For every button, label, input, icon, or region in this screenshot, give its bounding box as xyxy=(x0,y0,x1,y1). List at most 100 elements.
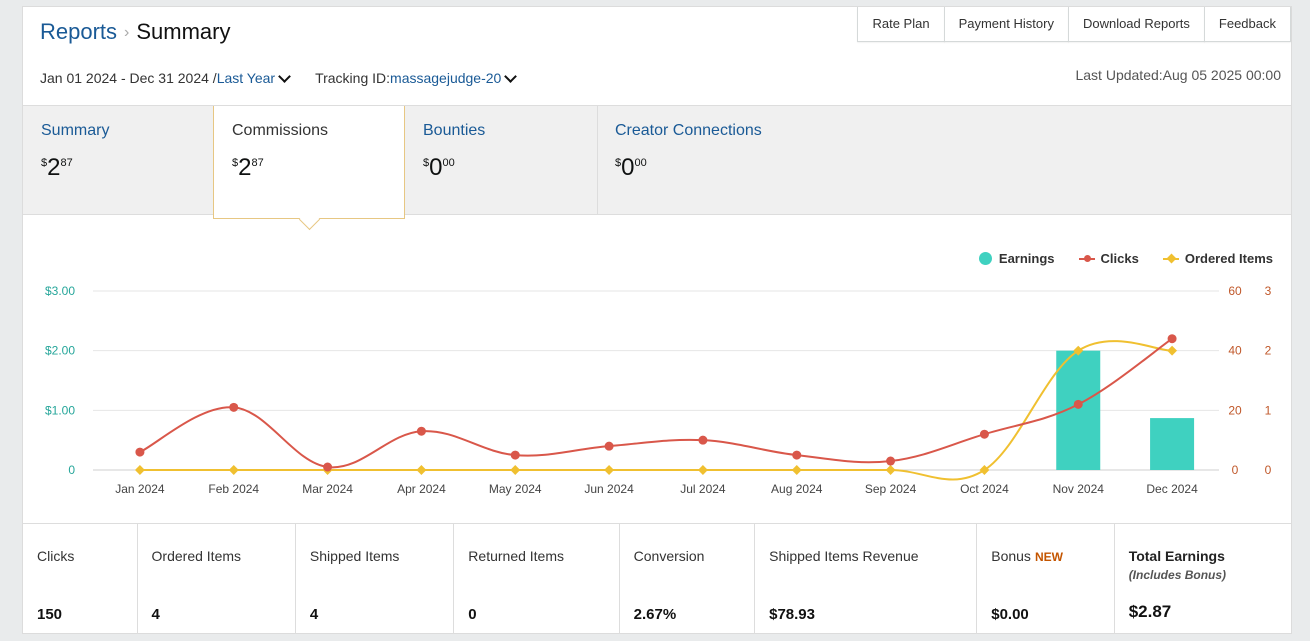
ordered-items-point xyxy=(510,465,521,475)
x-axis-tick: Oct 2024 xyxy=(960,482,1009,496)
x-axis-tick: Apr 2024 xyxy=(397,482,446,496)
stats-bar: Clicks 150 Ordered Items 4 Shipped Items… xyxy=(23,523,1291,634)
stat-returned-items: Returned Items 0 xyxy=(454,524,620,634)
ordered-line-icon xyxy=(1162,257,1179,260)
ordered-items-point xyxy=(604,465,615,475)
chart-svg: 0 0 0 $1.00 20 1 $2.00 40 2 $3.00 60 3 Jan 2024 Feb 2… xyxy=(45,284,1272,496)
stat-conversion: Conversion 2.67% xyxy=(620,524,756,634)
earnings-dot-icon xyxy=(978,252,992,265)
tab-bounties[interactable]: Bounties $000 xyxy=(405,106,598,214)
left-axis-tick: $2.00 xyxy=(45,344,75,358)
page-title: Summary xyxy=(136,19,231,44)
clicks-point xyxy=(1073,399,1083,409)
stat-value: $0.00 xyxy=(991,606,1029,623)
legend-earnings[interactable]: Earnings xyxy=(978,251,1055,266)
chevron-down-icon[interactable] xyxy=(504,69,518,83)
clicks-point xyxy=(323,462,333,472)
right-axis-tick-items: 3 xyxy=(1265,284,1272,298)
stat-clicks: Clicks 150 xyxy=(23,524,138,634)
rate-plan-button[interactable]: Rate Plan xyxy=(857,7,945,42)
stat-label: Returned Items xyxy=(468,548,565,564)
stat-label: Conversion xyxy=(633,548,705,564)
tab-commissions[interactable]: Commissions $287 xyxy=(213,106,405,231)
x-axis-tick: Jan 2024 xyxy=(115,482,165,496)
stat-label: Ordered Items xyxy=(151,548,242,564)
ordered-items-point xyxy=(979,465,990,475)
legend-clicks[interactable]: Clicks xyxy=(1078,251,1139,266)
tracking-id-dropdown[interactable]: massagejudge-20 xyxy=(390,70,502,86)
stat-value: 150 xyxy=(37,606,63,623)
date-preset-dropdown[interactable]: Last Year xyxy=(216,70,276,86)
stat-label: Shipped Items xyxy=(309,548,400,564)
stat-note: (Includes Bonus) xyxy=(1128,568,1227,582)
tab-amount: $000 xyxy=(423,154,455,181)
stat-label: Shipped Items Revenue xyxy=(769,548,919,564)
stat-value: 4 xyxy=(309,606,319,623)
stat-bonus: Bonus NEW $0.00 xyxy=(977,524,1115,634)
left-axis-tick: $1.00 xyxy=(45,403,75,417)
tab-summary[interactable]: Summary $287 xyxy=(23,106,213,214)
stat-label: Total Earnings (Includes Bonus) xyxy=(1128,548,1227,582)
filter-bar: Jan 01 2024 - Dec 31 2024 / Last Year Tr… xyxy=(40,69,521,86)
earnings-bar xyxy=(1150,418,1195,470)
right-axis-tick-clicks: 40 xyxy=(1228,344,1242,358)
breadcrumb: Reports › Summary xyxy=(40,19,231,45)
clicks-point xyxy=(229,402,239,412)
last-updated-text: Last Updated:Aug 05 2025 00:00 xyxy=(1075,67,1281,83)
ordered-items-point xyxy=(697,465,708,475)
right-axis-tick-items: 0 xyxy=(1265,463,1272,477)
stat-value: 4 xyxy=(151,606,160,623)
ordered-items-point xyxy=(134,465,145,475)
tracking-label: Tracking ID: xyxy=(315,70,391,86)
ordered-items-point xyxy=(791,465,802,475)
stat-shipped-items: Shipped Items 4 xyxy=(296,524,455,634)
x-axis-tick: Jun 2024 xyxy=(584,482,634,496)
payment-history-button[interactable]: Payment History xyxy=(943,7,1069,42)
clicks-point xyxy=(510,450,520,460)
earnings-chart: Earnings Clicks Ordered Items 0 0 0 $1.00 20… xyxy=(23,217,1291,522)
clicks-line-icon xyxy=(1078,254,1095,262)
feedback-button[interactable]: Feedback xyxy=(1203,7,1291,42)
stat-value: 0 xyxy=(468,606,477,623)
tab-amount: $287 xyxy=(232,154,264,181)
header-buttons: Rate Plan Payment History Download Repor… xyxy=(857,7,1291,42)
tab-creator-connections[interactable]: Creator Connections $000 xyxy=(597,106,897,214)
new-badge: NEW xyxy=(1034,550,1063,564)
summary-tabs: Summary $287 Commissions $287 Bounties $… xyxy=(23,105,1291,231)
stat-value: $78.93 xyxy=(769,606,815,623)
tab-label: Commissions xyxy=(232,122,329,139)
reports-panel: Reports › Summary Rate Plan Payment Histor… xyxy=(22,6,1292,634)
clicks-point xyxy=(135,447,145,457)
legend-ordered-items[interactable]: Ordered Items xyxy=(1162,251,1273,266)
stat-label: Bonus NEW xyxy=(991,548,1063,564)
download-reports-button[interactable]: Download Reports xyxy=(1067,7,1205,42)
stat-label: Clicks xyxy=(37,548,75,564)
tab-amount: $000 xyxy=(615,154,647,181)
right-axis-tick-items: 1 xyxy=(1265,403,1272,417)
breadcrumb-reports-link[interactable]: Reports xyxy=(40,19,118,44)
clicks-point xyxy=(1167,334,1177,344)
tab-label: Summary xyxy=(41,122,110,139)
ordered-items-point xyxy=(1167,345,1178,356)
right-axis-tick-clicks: 60 xyxy=(1228,284,1242,298)
tab-amount: $287 xyxy=(41,154,73,181)
right-axis-tick-clicks: 0 xyxy=(1232,463,1239,477)
right-axis-tick-items: 2 xyxy=(1265,344,1272,358)
left-axis-tick: $3.00 xyxy=(45,284,75,298)
stat-value: $2.87 xyxy=(1128,602,1172,621)
x-axis-tick: Mar 2024 xyxy=(302,482,353,496)
tab-label: Bounties xyxy=(423,122,486,139)
stat-value: 2.67% xyxy=(633,606,677,623)
x-axis-tick: May 2024 xyxy=(489,482,542,496)
clicks-point xyxy=(698,435,708,445)
tab-label: Creator Connections xyxy=(615,122,762,139)
right-axis-tick-clicks: 20 xyxy=(1228,403,1242,417)
ordered-items-point xyxy=(885,465,896,475)
x-axis-tick: Sep 2024 xyxy=(865,482,917,496)
clicks-point xyxy=(979,429,989,439)
stat-ordered-items: Ordered Items 4 xyxy=(138,524,296,634)
date-range-text: Jan 01 2024 - Dec 31 2024 / xyxy=(40,70,217,86)
chevron-down-icon[interactable] xyxy=(278,69,291,83)
clicks-point xyxy=(604,441,614,451)
x-axis-tick: Dec 2024 xyxy=(1146,482,1198,496)
